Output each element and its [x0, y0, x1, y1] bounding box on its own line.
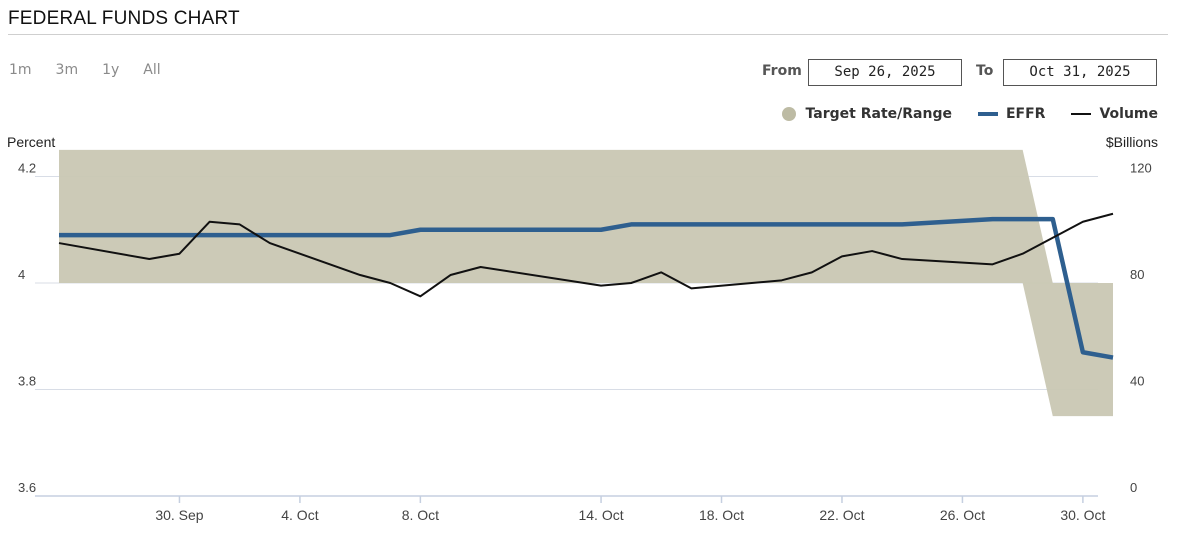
y-tick-label: 3.6: [18, 480, 36, 495]
x-tick-label: 30. Oct: [1060, 507, 1105, 523]
from-date-input[interactable]: Sep 26, 2025: [808, 59, 962, 86]
y2-tick-label: 40: [1130, 374, 1144, 389]
x-tick-label: 4. Oct: [281, 507, 318, 523]
chart-legend: Target Rate/Range EFFR Volume: [756, 106, 1158, 122]
y2-tick-label: 80: [1130, 267, 1144, 282]
left-axis-title: Percent: [7, 134, 56, 150]
x-tick-label: 18. Oct: [699, 507, 744, 523]
to-date-input[interactable]: Oct 31, 2025: [1003, 59, 1157, 86]
title-divider: [8, 34, 1168, 35]
right-axis-title: $Billions: [1105, 134, 1158, 150]
legend-item-effr[interactable]: EFFR: [977, 106, 1046, 122]
target-range-swatch-icon: [781, 107, 796, 121]
legend-item-volume[interactable]: Volume: [1071, 106, 1158, 122]
effr-series-line: [59, 216, 1114, 360]
volume-swatch-icon: [1071, 113, 1092, 115]
legend-label: EFFR: [1005, 106, 1046, 122]
volume-series-line: [58, 212, 1114, 298]
x-tick-label: 8. Oct: [402, 507, 439, 523]
y-tick-label: 4.2: [18, 161, 36, 176]
y-tick-label: 3.8: [18, 374, 36, 389]
from-label: From: [762, 63, 802, 79]
y2-tick-label: 0: [1130, 480, 1137, 495]
range-button-all[interactable]: All: [143, 62, 161, 78]
legend-item-target-range[interactable]: Target Rate/Range: [781, 106, 952, 122]
legend-label: Target Rate/Range: [805, 106, 952, 122]
legend-label: Volume: [1099, 106, 1158, 122]
range-button-1y[interactable]: 1y: [102, 62, 120, 78]
chart-title: FEDERAL FUNDS CHART: [8, 8, 240, 29]
range-selector: 1m 3m 1y All: [9, 62, 185, 78]
range-button-1m[interactable]: 1m: [9, 62, 32, 78]
y-tick-label: 4: [18, 267, 25, 282]
y2-tick-label: 120: [1130, 161, 1152, 176]
effr-swatch-icon: [977, 112, 998, 116]
range-button-3m[interactable]: 3m: [55, 62, 79, 78]
x-tick-label: 26. Oct: [940, 507, 985, 523]
x-tick-label: 30. Sep: [155, 507, 203, 523]
x-tick-label: 14. Oct: [578, 507, 623, 523]
x-tick-label: 22. Oct: [819, 507, 864, 523]
to-label: To: [976, 63, 994, 79]
